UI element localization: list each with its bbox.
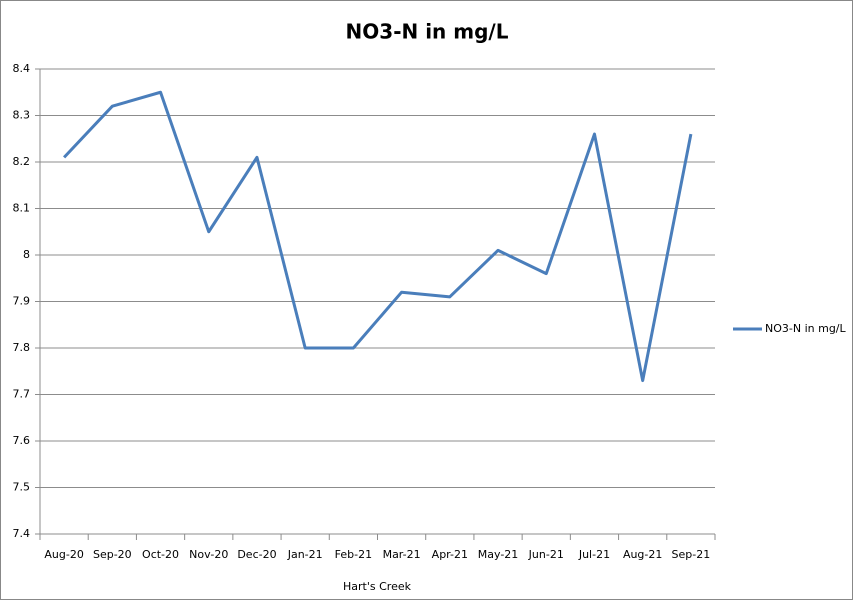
y-tick-label: 7.6 xyxy=(13,434,31,447)
y-tick-label: 8.3 xyxy=(13,109,31,122)
y-tick-label: 7.7 xyxy=(13,388,31,401)
y-tick-label: 7.4 xyxy=(13,527,31,540)
x-tick-label: Oct-20 xyxy=(142,548,179,561)
y-tick-label: 8 xyxy=(23,248,30,261)
x-axis-title: Hart's Creek xyxy=(343,580,412,593)
x-tick-label: Aug-21 xyxy=(623,548,662,561)
x-tick-label: Sep-20 xyxy=(93,548,132,561)
x-tick-label: Feb-21 xyxy=(335,548,372,561)
x-tick-label: Aug-20 xyxy=(44,548,83,561)
x-tick-label: Jan-21 xyxy=(287,548,323,561)
y-tick-label: 8.4 xyxy=(13,62,31,75)
x-tick-label: Jul-21 xyxy=(578,548,610,561)
chart-title: NO3-N in mg/L xyxy=(346,20,509,44)
x-tick-label: Apr-21 xyxy=(432,548,468,561)
legend-label: NO3-N in mg/L xyxy=(765,322,847,335)
y-tick-label: 7.5 xyxy=(13,481,31,494)
y-tick-label: 7.9 xyxy=(13,295,31,308)
x-tick-label: Nov-20 xyxy=(189,548,228,561)
x-tick-label: Mar-21 xyxy=(383,548,421,561)
y-tick-label: 8.2 xyxy=(13,155,31,168)
y-tick-label: 8.1 xyxy=(13,202,31,215)
x-tick-label: Dec-20 xyxy=(237,548,276,561)
x-tick-label: Jun-21 xyxy=(528,548,564,561)
x-tick-label: May-21 xyxy=(478,548,519,561)
data-line xyxy=(63,90,693,383)
x-tick-label: Sep-21 xyxy=(672,548,711,561)
y-tick-label: 7.8 xyxy=(13,341,31,354)
